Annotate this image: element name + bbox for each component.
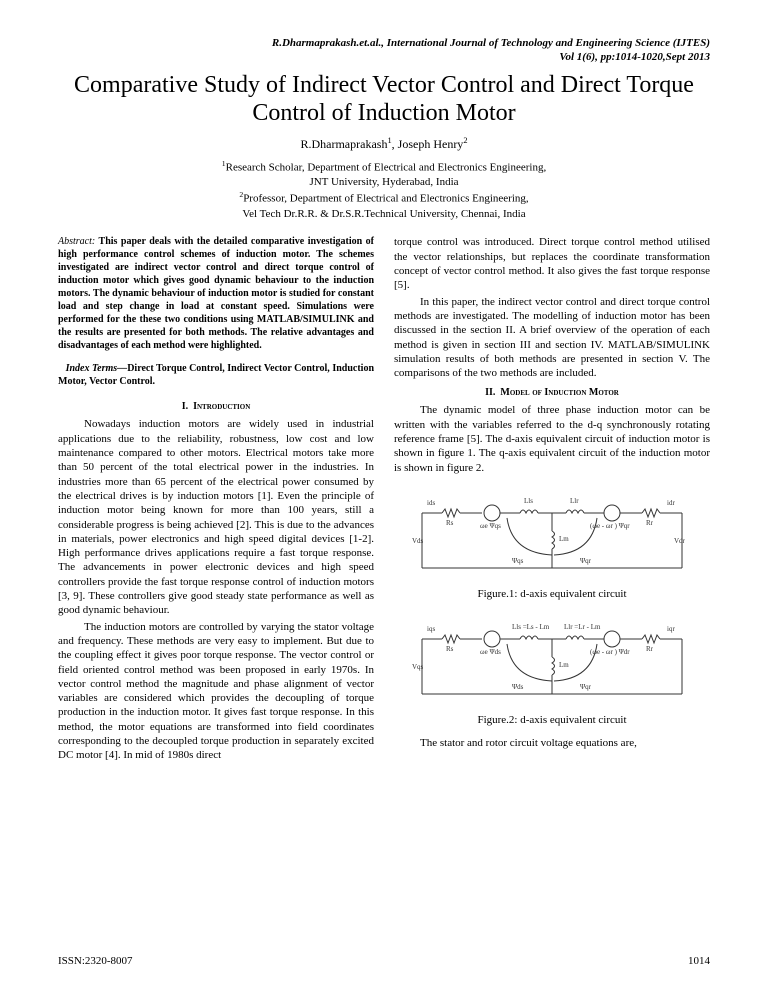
abstract: Abstract: This paper deals with the deta… bbox=[58, 235, 374, 352]
section-1-title: Introduction bbox=[193, 401, 250, 412]
lbl-Psiqr: Ψqr bbox=[580, 557, 592, 565]
affil-line1: 1Research Scholar, Department of Electri… bbox=[58, 159, 710, 176]
lbl-iqs: iqs bbox=[427, 625, 435, 633]
lbl-Lm: Lm bbox=[559, 535, 569, 543]
abstract-lead: Abstract: bbox=[58, 236, 95, 247]
lbl-Rs2: Rs bbox=[446, 645, 454, 653]
paper-title: Comparative Study of Indirect Vector Con… bbox=[58, 71, 710, 129]
page-footer: ISSN:2320-8007 1014 bbox=[58, 954, 710, 968]
intro-para-1: Nowadays induction motors are widely use… bbox=[58, 417, 374, 617]
affil-text-1: Research Scholar, Department of Electric… bbox=[226, 161, 547, 173]
author-1: R.Dharmaprakash bbox=[300, 137, 387, 151]
header-line1: R.Dharmaprakash.et.al., International Jo… bbox=[58, 36, 710, 50]
two-column-body: Abstract: This paper deals with the deta… bbox=[58, 235, 710, 764]
lbl-ids: ids bbox=[427, 499, 435, 507]
section-2-num: II. bbox=[485, 387, 495, 398]
lbl-iqr: iqr bbox=[667, 625, 675, 633]
lbl-wqr: (ωe - ωr ) Ψqr bbox=[590, 522, 630, 530]
affil-text-3: Professor, Department of Electrical and … bbox=[243, 193, 528, 205]
col2-para-1: torque control was introduced. Direct to… bbox=[394, 235, 710, 292]
author-2-sup: 2 bbox=[463, 136, 467, 145]
col2-para-2: In this paper, the indirect vector contr… bbox=[394, 295, 710, 381]
right-column: torque control was introduced. Direct to… bbox=[394, 235, 710, 764]
running-header: R.Dharmaprakash.et.al., International Jo… bbox=[58, 36, 710, 65]
author-2: Joseph Henry bbox=[398, 137, 464, 151]
left-column: Abstract: This paper deals with the deta… bbox=[58, 235, 374, 764]
lbl-Vdr: Vdr bbox=[674, 537, 686, 545]
figure-1: ids Lls Llr idr Rs ωe Ψqs (ωe - ωr ) Ψqr… bbox=[394, 483, 710, 583]
affiliations: 1Research Scholar, Department of Electri… bbox=[58, 159, 710, 222]
lbl-wqs: ωe Ψqs bbox=[480, 522, 501, 530]
index-terms-lead: Index Terms— bbox=[66, 363, 128, 374]
affil-line3: 2Professor, Department of Electrical and… bbox=[58, 190, 710, 207]
lbl-wds: ωe Ψds bbox=[480, 648, 501, 656]
lbl-Rr: Rr bbox=[646, 519, 654, 527]
circuit-diagram-icon: ids Lls Llr idr Rs ωe Ψqs (ωe - ωr ) Ψqr… bbox=[412, 483, 692, 583]
lbl-Llr2: Llr =Lr - Lm bbox=[564, 623, 601, 631]
index-terms: Index Terms—Direct Torque Control, Indir… bbox=[58, 362, 374, 388]
sec2-para-1: The dynamic model of three phase inducti… bbox=[394, 403, 710, 474]
issn: ISSN:2320-8007 bbox=[58, 954, 133, 968]
header-line2: Vol 1(6), pp:1014-1020,Sept 2013 bbox=[58, 50, 710, 64]
lbl-idr: idr bbox=[667, 499, 675, 507]
section-1-num: I. bbox=[182, 401, 188, 412]
intro-para-2: The induction motors are controlled by v… bbox=[58, 620, 374, 763]
lbl-Vqs: Vqs bbox=[412, 663, 424, 671]
lbl-Psidr: Ψqr bbox=[580, 683, 592, 691]
lbl-Lm2: Lm bbox=[559, 661, 569, 669]
lbl-Vds: Vds bbox=[412, 537, 424, 545]
lbl-Llr: Llr bbox=[570, 497, 579, 505]
lbl-Rs: Rs bbox=[446, 519, 454, 527]
figure-1-caption: Figure.1: d-axis equivalent circuit bbox=[394, 587, 710, 601]
lbl-Psids: Ψds bbox=[512, 683, 524, 691]
figure-2-caption: Figure.2: d-axis equivalent circuit bbox=[394, 713, 710, 727]
authors: R.Dharmaprakash1, Joseph Henry2 bbox=[58, 136, 710, 153]
circuit-diagram-icon: iqs Lls =Ls - Lm Llr =Lr - Lm iqr Rs ωe … bbox=[412, 609, 692, 709]
figure-2: iqs Lls =Ls - Lm Llr =Lr - Lm iqr Rs ωe … bbox=[394, 609, 710, 709]
lbl-Psiqs: Ψqs bbox=[512, 557, 524, 565]
section-2-heading: II. Model of Induction Motor bbox=[394, 386, 710, 399]
section-2-title: Model of Induction Motor bbox=[500, 387, 618, 398]
affil-line4: Vel Tech Dr.R.R. & Dr.S.R.Technical Univ… bbox=[58, 207, 710, 222]
affil-line2: JNT University, Hyderabad, India bbox=[58, 175, 710, 190]
lbl-Lls2: Lls =Ls - Lm bbox=[512, 623, 550, 631]
lbl-Rr2: Rr bbox=[646, 645, 654, 653]
page-number: 1014 bbox=[688, 954, 710, 968]
lbl-Lls: Lls bbox=[524, 497, 533, 505]
lbl-wdr: (ωe - ωr ) Ψdr bbox=[590, 648, 630, 656]
abstract-body: This paper deals with the detailed compa… bbox=[58, 236, 374, 351]
sec2-para-2: The stator and rotor circuit voltage equ… bbox=[394, 736, 710, 750]
section-1-heading: I. Introduction bbox=[58, 400, 374, 413]
